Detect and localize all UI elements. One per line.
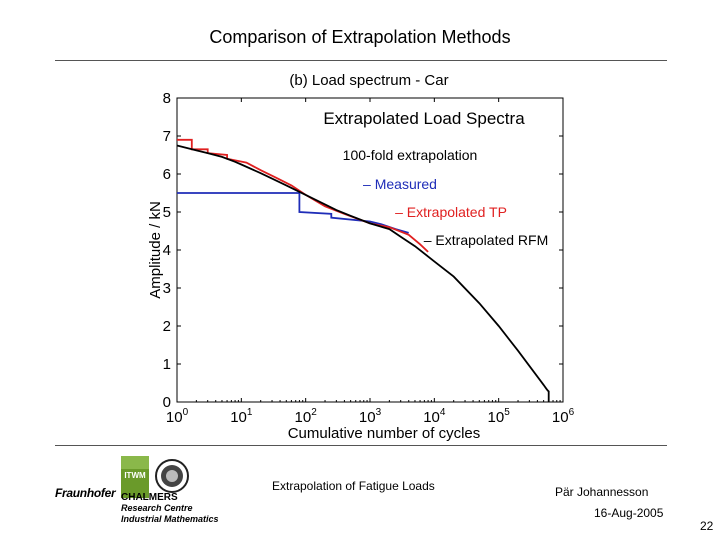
footer-presentation-title: Extrapolation of Fatigue Loads [272, 479, 435, 493]
x-tick-exponent: 0 [183, 407, 189, 418]
x-tick-base: 10 [552, 409, 569, 426]
research-centre-text: Research Centre [121, 503, 193, 513]
fraunhofer-logo: Fraunhofer [55, 486, 116, 500]
legend: – Measured – Extrapolated TP – Extrapolate… [363, 176, 548, 248]
itwm-logo-text: ITWM [124, 471, 146, 480]
chalmers-logo: CHALMERS Research Centre Industrial Math… [121, 492, 219, 525]
y-tick-label: 6 [163, 166, 171, 183]
plot-frame [176, 97, 564, 403]
x-tick-exponent: 4 [440, 407, 446, 418]
y-tick-label: 0 [163, 394, 171, 411]
y-tick-label: 7 [163, 128, 171, 145]
x-tick-exponent: 3 [376, 407, 382, 418]
chart-title: (b) Load spectrum - Car [289, 72, 448, 89]
footer-divider [55, 445, 667, 446]
x-tick-label: 105 [488, 407, 511, 426]
series-line-tp [177, 138, 429, 253]
annotation-heading: Extrapolated Load Spectra [323, 109, 525, 128]
x-tick-exponent: 5 [504, 407, 510, 418]
legend-entry: – Measured [363, 176, 437, 192]
y-tick-label: 2 [163, 318, 171, 335]
x-tick-base: 10 [295, 409, 312, 426]
y-axis-label: Amplitude / kN [147, 201, 164, 299]
x-tick-base: 10 [423, 409, 440, 426]
x-tick-label: 102 [295, 407, 318, 426]
x-tick-exponent: 2 [311, 407, 317, 418]
chalmers-seal-icon [155, 459, 189, 493]
x-tick-exponent: 1 [247, 407, 253, 418]
slide-title: Comparison of Extrapolation Methods [209, 27, 511, 47]
x-tick-label: 104 [423, 407, 446, 426]
chalmers-name: CHALMERS [121, 492, 178, 503]
x-tick-label: 101 [230, 407, 253, 426]
annotation-subheading: 100-fold extrapolation [343, 147, 478, 163]
y-tick-label: 4 [163, 242, 171, 259]
page-number: 22 [700, 519, 714, 533]
y-tick-label: 1 [163, 356, 171, 373]
footer-date: 16-Aug-2005 [594, 506, 664, 520]
x-tick-exponent: 6 [569, 407, 575, 418]
logo-block: ITWM Fraunhofer CHALMERS Research Centre… [55, 452, 230, 530]
x-axis-label: Cumulative number of cycles [288, 425, 481, 442]
x-tick-label: 103 [359, 407, 382, 426]
x-tick-base: 10 [488, 409, 505, 426]
x-tick-label: 106 [552, 407, 575, 426]
itwm-logo: ITWM [121, 456, 189, 498]
x-tick-label: 100 [166, 407, 189, 426]
footer-author: Pär Johannesson [555, 485, 649, 499]
x-tick-base: 10 [166, 409, 183, 426]
x-tick-base: 10 [359, 409, 376, 426]
legend-entry: – Extrapolated RFM [424, 232, 549, 248]
legend-entry: – Extrapolated TP [395, 204, 507, 220]
y-tick-label: 5 [163, 204, 171, 221]
y-tick-label: 8 [163, 90, 171, 107]
y-tick-label: 3 [163, 280, 171, 297]
industrial-mathematics-text: Industrial Mathematics [121, 514, 219, 524]
title-divider [55, 60, 667, 61]
series-line-rfm [176, 144, 550, 402]
x-tick-base: 10 [230, 409, 247, 426]
